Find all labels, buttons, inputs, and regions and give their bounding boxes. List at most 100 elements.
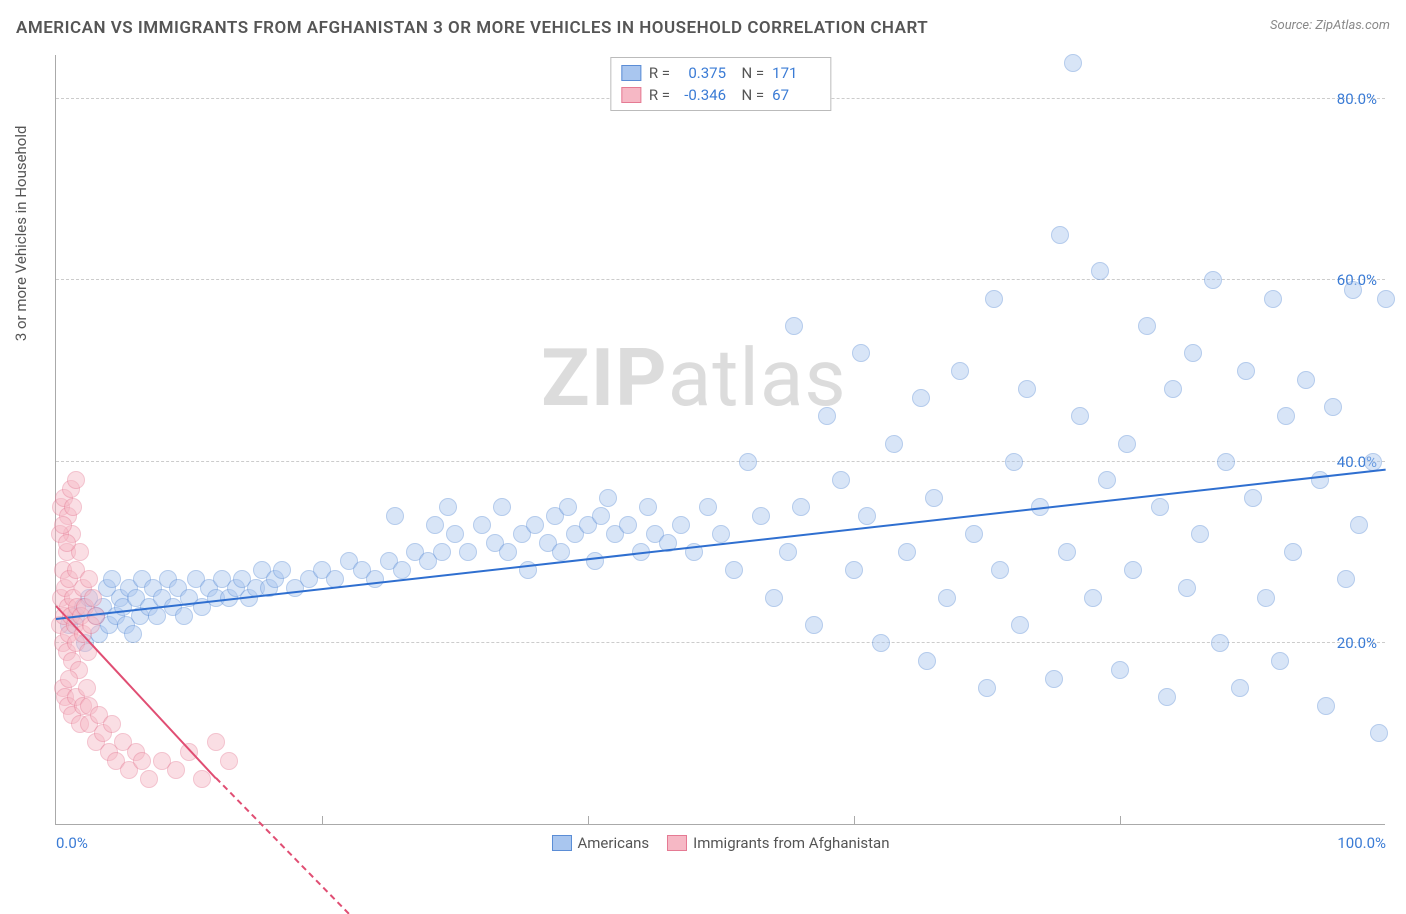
scatter-point xyxy=(433,543,451,561)
scatter-point xyxy=(103,570,121,588)
scatter-point xyxy=(912,389,930,407)
scatter-point xyxy=(592,507,610,525)
watermark: ZIPatlas xyxy=(541,331,846,425)
scatter-point xyxy=(1178,579,1196,597)
scatter-point xyxy=(78,679,96,697)
chart-title: AMERICAN VS IMMIGRANTS FROM AFGHANISTAN … xyxy=(16,18,928,38)
scatter-point xyxy=(765,589,783,607)
scatter-point xyxy=(499,543,517,561)
gridline-v xyxy=(854,816,855,824)
scatter-point xyxy=(779,543,797,561)
scatter-point xyxy=(1138,317,1156,335)
scatter-point xyxy=(552,543,570,561)
scatter-point xyxy=(965,525,983,543)
scatter-point xyxy=(393,561,411,579)
scatter-point xyxy=(1191,525,1209,543)
scatter-point xyxy=(1211,634,1229,652)
scatter-point xyxy=(918,652,936,670)
scatter-point xyxy=(1151,498,1169,516)
scatter-point xyxy=(1111,661,1129,679)
scatter-point xyxy=(1005,453,1023,471)
scatter-point xyxy=(439,498,457,516)
scatter-point xyxy=(1011,616,1029,634)
gridline-h xyxy=(56,642,1385,643)
scatter-point xyxy=(978,679,996,697)
scatter-point xyxy=(712,525,730,543)
legend-n-label: N = xyxy=(734,86,764,104)
scatter-point xyxy=(1064,54,1082,72)
legend-swatch xyxy=(621,87,641,103)
scatter-point xyxy=(586,552,604,570)
scatter-point xyxy=(1311,471,1329,489)
scatter-point xyxy=(1237,362,1255,380)
series-legend: Americans Immigrants from Afghanistan xyxy=(551,834,889,852)
scatter-point xyxy=(1071,407,1089,425)
scatter-point xyxy=(699,498,717,516)
scatter-point xyxy=(832,471,850,489)
scatter-point xyxy=(84,589,102,607)
scatter-point xyxy=(951,362,969,380)
scatter-point xyxy=(54,516,72,534)
scatter-point xyxy=(858,507,876,525)
scatter-point xyxy=(1317,697,1335,715)
scatter-point xyxy=(67,471,85,489)
scatter-point xyxy=(1277,407,1295,425)
scatter-point xyxy=(1204,271,1222,289)
scatter-point xyxy=(725,561,743,579)
legend-r-label: R = xyxy=(649,86,670,104)
gridline-v xyxy=(322,816,323,824)
plot-area: 3 or more Vehicles in Household ZIPatlas… xyxy=(55,55,1385,825)
scatter-point xyxy=(599,489,617,507)
scatter-point xyxy=(792,498,810,516)
scatter-point xyxy=(1337,570,1355,588)
scatter-point xyxy=(805,616,823,634)
scatter-point xyxy=(1158,688,1176,706)
scatter-point xyxy=(124,625,142,643)
scatter-point xyxy=(133,752,151,770)
scatter-point xyxy=(426,516,444,534)
scatter-point xyxy=(58,534,76,552)
scatter-point xyxy=(1098,471,1116,489)
scatter-point xyxy=(1084,589,1102,607)
x-tick-label: 0.0% xyxy=(56,834,88,852)
gridline-v xyxy=(588,816,589,824)
scatter-point xyxy=(925,489,943,507)
correlation-legend: R =0.375 N =171R =-0.346 N =67 xyxy=(610,57,831,111)
legend-label: Americans xyxy=(577,834,649,852)
scatter-point xyxy=(619,516,637,534)
scatter-point xyxy=(1324,398,1342,416)
scatter-point xyxy=(1045,670,1063,688)
y-tick-label: 20.0% xyxy=(1337,634,1377,652)
scatter-point xyxy=(1231,679,1249,697)
gridline-h xyxy=(56,461,1385,462)
scatter-point xyxy=(1377,290,1395,308)
scatter-point xyxy=(639,498,657,516)
scatter-point xyxy=(672,516,690,534)
scatter-point xyxy=(1091,262,1109,280)
legend-r-value: -0.346 xyxy=(678,86,726,104)
scatter-point xyxy=(459,543,477,561)
scatter-point xyxy=(167,761,185,779)
legend-item: Immigrants from Afghanistan xyxy=(667,834,889,852)
scatter-point xyxy=(1244,489,1262,507)
scatter-point xyxy=(1184,344,1202,362)
scatter-point xyxy=(1051,226,1069,244)
scatter-point xyxy=(752,507,770,525)
scatter-point xyxy=(739,453,757,471)
scatter-point xyxy=(386,507,404,525)
watermark-zip: ZIP xyxy=(541,331,668,425)
legend-row: R =-0.346 N =67 xyxy=(621,84,820,106)
scatter-point xyxy=(1217,453,1235,471)
scatter-point xyxy=(1118,435,1136,453)
scatter-point xyxy=(1271,652,1289,670)
scatter-point xyxy=(1018,380,1036,398)
scatter-point xyxy=(1058,543,1076,561)
x-tick-label: 100.0% xyxy=(1337,834,1386,852)
legend-item: Americans xyxy=(551,834,649,852)
scatter-point xyxy=(473,516,491,534)
scatter-point xyxy=(1297,371,1315,389)
legend-swatch xyxy=(667,835,687,851)
scatter-point xyxy=(852,344,870,362)
legend-n-value: 171 xyxy=(772,64,820,82)
scatter-point xyxy=(493,498,511,516)
